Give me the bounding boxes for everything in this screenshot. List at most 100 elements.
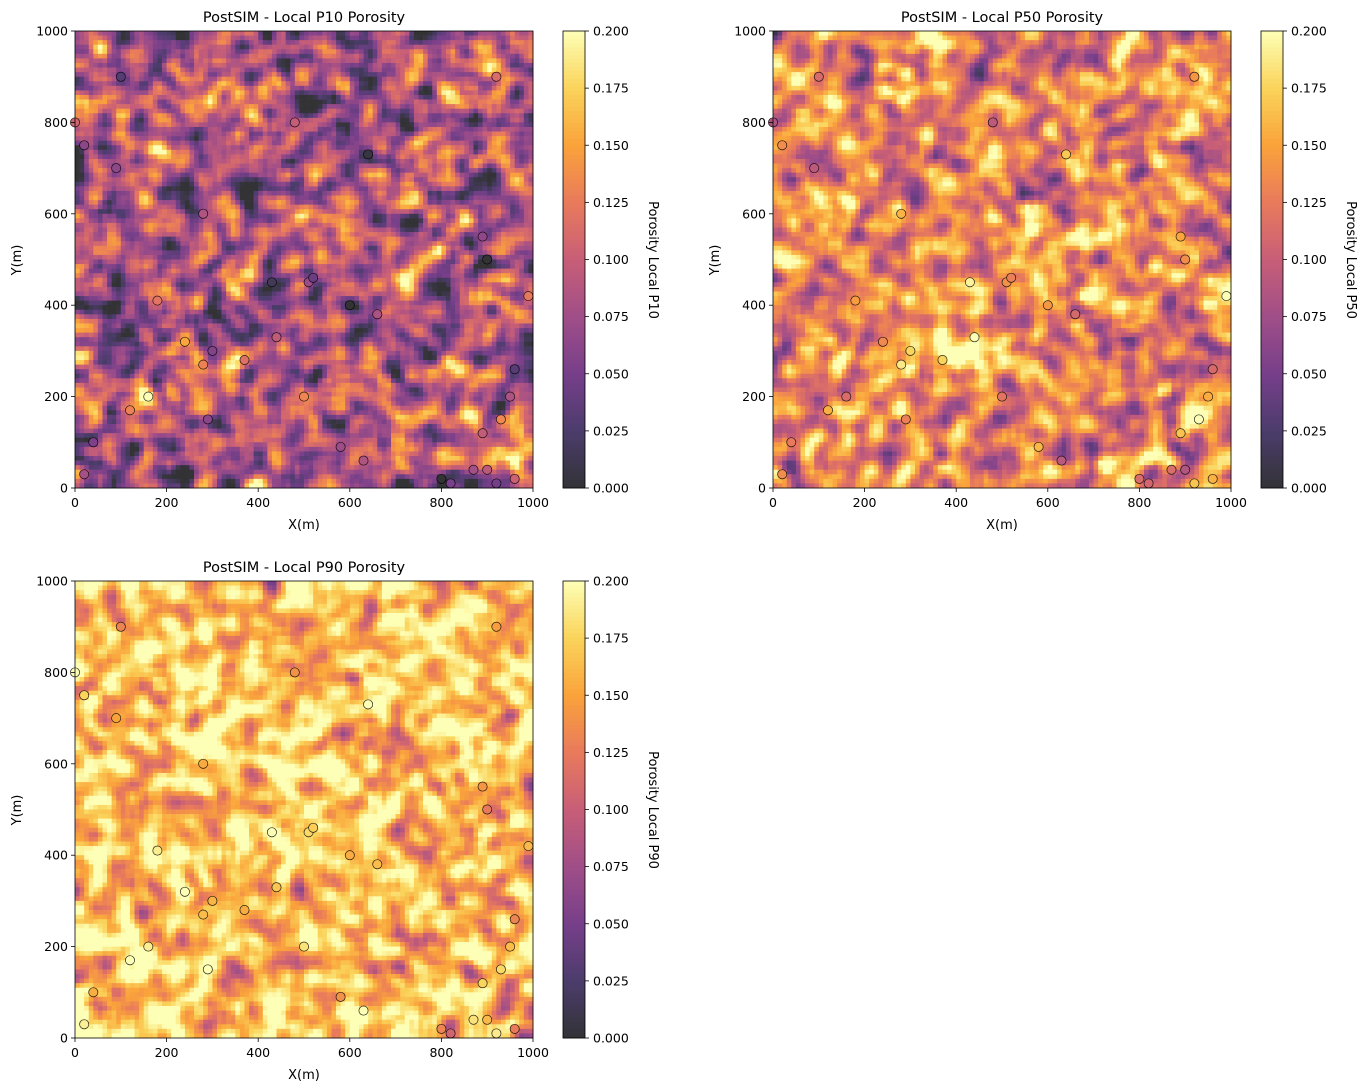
map-cell (121, 54, 126, 59)
map-cell (473, 164, 478, 169)
map-cell (354, 173, 359, 178)
map-cell (139, 95, 144, 100)
map-cell (368, 31, 373, 36)
map-cell (139, 58, 144, 63)
map-cell (455, 104, 460, 109)
map-cell (345, 132, 350, 137)
map-cell (240, 49, 245, 54)
map-cell (322, 132, 327, 137)
map-cell (405, 54, 410, 59)
map-cell (185, 49, 190, 54)
map-cell (75, 145, 80, 150)
map-cell (327, 154, 332, 159)
map-cell (354, 136, 359, 141)
map-cell (313, 209, 318, 214)
map-cell (98, 154, 103, 159)
map-cell (116, 100, 121, 105)
map-cell (89, 177, 94, 182)
map-cell (75, 237, 80, 242)
map-cell (460, 122, 465, 127)
map-cell (414, 136, 419, 141)
map-cell (263, 63, 268, 68)
map-cell (240, 45, 245, 50)
map-cell (290, 100, 295, 105)
map-cell (121, 40, 126, 45)
map-cell (419, 109, 424, 114)
map-cell (190, 145, 195, 150)
map-cell (460, 109, 465, 114)
map-cell (226, 127, 231, 132)
map-cell (382, 72, 387, 77)
map-cell (167, 141, 172, 146)
map-cell (180, 36, 185, 41)
map-cell (350, 72, 355, 77)
map-cell (309, 218, 314, 223)
map-cell (249, 186, 254, 191)
map-cell (194, 81, 199, 86)
map-cell (130, 168, 135, 173)
map-cell (318, 31, 323, 36)
map-cell (112, 36, 117, 41)
map-cell (180, 209, 185, 214)
map-cell (460, 196, 465, 201)
map-cell (144, 31, 149, 36)
map-cell (506, 54, 511, 59)
map-cell (313, 191, 318, 196)
map-cell (290, 104, 295, 109)
map-cell (501, 200, 506, 205)
map-cell (157, 109, 162, 114)
map-cell (405, 72, 410, 77)
map-cell (263, 168, 268, 173)
map-cell (391, 86, 396, 91)
map-cell (400, 63, 405, 68)
map-cell (377, 154, 382, 159)
map-cell (171, 45, 176, 50)
map-cell (524, 77, 529, 82)
map-cell (322, 232, 327, 237)
map-cell (428, 154, 433, 159)
map-cell (148, 72, 153, 77)
map-cell (359, 191, 364, 196)
map-cell (226, 205, 231, 210)
map-cell (254, 205, 259, 210)
map-cell (222, 173, 227, 178)
map-cell (299, 218, 304, 223)
map-cell (515, 200, 520, 205)
map-cell (519, 95, 524, 100)
map-cell (299, 200, 304, 205)
map-cell (432, 209, 437, 214)
map-cell (107, 58, 112, 63)
map-cell (286, 150, 291, 155)
map-cell (501, 150, 506, 155)
map-cell (93, 54, 98, 59)
map-cell (249, 58, 254, 63)
map-cell (464, 122, 469, 127)
map-cell (469, 122, 474, 127)
map-cell (519, 90, 524, 95)
map-cell (244, 40, 249, 45)
map-cell (350, 150, 355, 155)
map-cell (322, 218, 327, 223)
map-cell (492, 31, 497, 36)
map-cell (263, 164, 268, 169)
map-cell (373, 186, 378, 191)
map-cell (478, 109, 483, 114)
map-cell (286, 72, 291, 77)
map-cell (423, 77, 428, 82)
map-cell (460, 49, 465, 54)
map-cell (222, 81, 227, 86)
map-cell (144, 132, 149, 137)
map-cell (441, 164, 446, 169)
map-cell (368, 68, 373, 73)
map-cell (263, 36, 268, 41)
map-cell (336, 223, 341, 228)
map-cell (84, 113, 89, 118)
map-cell (515, 68, 520, 73)
map-cell (487, 159, 492, 164)
map-cell (396, 77, 401, 82)
map-cell (272, 68, 277, 73)
map-cell (309, 228, 314, 233)
map-cell (492, 127, 497, 132)
map-cell (290, 81, 295, 86)
map-cell (414, 164, 419, 169)
